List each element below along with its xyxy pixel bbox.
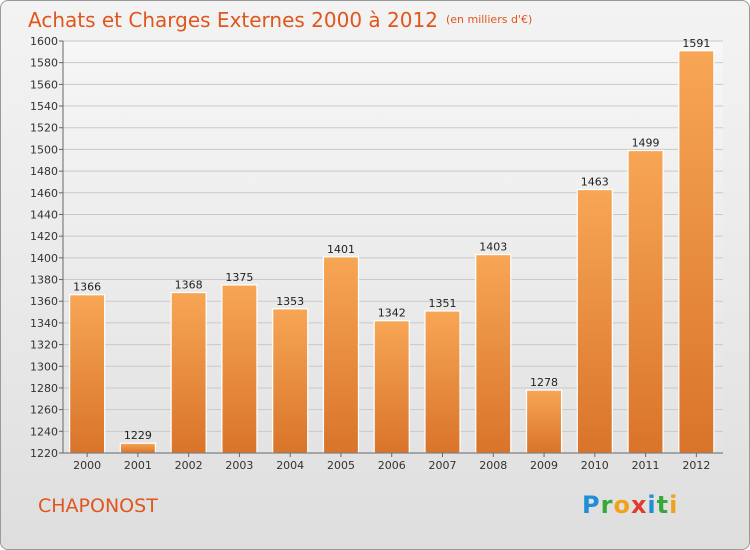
- y-tick-label: 1300: [30, 360, 58, 373]
- x-tick-label: 2004: [276, 459, 304, 472]
- bar-2010: [576, 188, 613, 454]
- bar-2000: [68, 294, 106, 454]
- bar-2012: [678, 50, 715, 454]
- bar-value-label: 1368: [175, 279, 203, 292]
- bar-2008: [475, 253, 512, 454]
- chart-title: Achats et Charges Externes 2000 à 2012 (e…: [28, 8, 532, 32]
- bar-2004: [272, 308, 309, 454]
- proxiti-logo: Proxiti: [582, 491, 678, 519]
- y-tick-label: 1340: [30, 317, 58, 330]
- bar-value-label: 1366: [73, 281, 101, 294]
- y-tick-label: 1520: [30, 122, 58, 135]
- x-tick-label: 2010: [581, 459, 609, 472]
- bars: 1366 1229 1368 1375 1353 1401 1342 1351 1403 1278…: [68, 37, 715, 454]
- logo-letter: i: [647, 491, 657, 519]
- x-tick-label: 2006: [378, 459, 406, 472]
- logo-letter: x: [630, 491, 648, 519]
- y-tick-label: 1540: [30, 100, 58, 113]
- y-tick-label: 1600: [30, 35, 58, 48]
- place-name: CHAPONOST: [38, 495, 158, 517]
- logo-letter: i: [669, 491, 679, 519]
- bar-value-label: 1342: [378, 307, 406, 320]
- logo-letter: P: [582, 491, 601, 519]
- bar-2009: [525, 389, 563, 454]
- bar-value-label: 1278: [530, 376, 558, 389]
- y-tick-label: 1460: [30, 187, 58, 200]
- x-tick-label: 2002: [175, 459, 203, 472]
- y-tick-label: 1420: [30, 230, 58, 243]
- bar-2002: [170, 291, 207, 454]
- chart-unit: (en milliers d'€): [445, 13, 533, 26]
- x-tick-label: 2000: [73, 459, 101, 472]
- bar-value-label: 1351: [429, 297, 457, 310]
- y-tick-label: 1280: [30, 382, 58, 395]
- bar-value-label: 1591: [682, 37, 710, 50]
- x-tick-label: 2012: [682, 459, 710, 472]
- bar-value-label: 1353: [276, 295, 304, 308]
- y-tick-label: 1480: [30, 165, 58, 178]
- bar-2005: [322, 256, 360, 454]
- x-tick-label: 2009: [530, 459, 558, 472]
- x-tick-label: 2001: [124, 459, 152, 472]
- bar-value-label: 1229: [124, 429, 152, 442]
- y-tick-label: 1360: [30, 295, 58, 308]
- x-tick-label: 2003: [225, 459, 253, 472]
- y-tick-label: 1240: [30, 425, 58, 438]
- logo-letter: t: [656, 491, 670, 519]
- bar-value-label: 1403: [479, 241, 507, 254]
- logo-letter: r: [600, 491, 614, 519]
- x-tick-label: 2011: [632, 459, 660, 472]
- y-tick-label: 1560: [30, 78, 58, 91]
- bar-2003: [221, 284, 258, 454]
- y-tick-label: 1440: [30, 208, 58, 221]
- y-tick-label: 1320: [30, 339, 58, 352]
- bar-value-label: 1401: [327, 243, 355, 256]
- y-tick-label: 1380: [30, 274, 58, 287]
- x-tick-label: 2005: [327, 459, 355, 472]
- bar-2001: [119, 442, 157, 454]
- x-tick-label: 2008: [479, 459, 507, 472]
- x-tick-label: 2007: [429, 459, 457, 472]
- bar-2007: [424, 310, 461, 454]
- bar-value-label: 1499: [632, 137, 660, 150]
- chart-title-text: Achats et Charges Externes 2000 à 2012: [28, 8, 438, 32]
- y-tick-label: 1220: [30, 447, 58, 460]
- bar-2006: [373, 320, 410, 454]
- axes: 1220 1240 1260 1280 1300 1320 1340 1360 1380 1400…: [30, 35, 723, 472]
- y-tick-label: 1400: [30, 252, 58, 265]
- bar-value-label: 1375: [225, 271, 253, 284]
- bar-value-label: 1463: [581, 176, 609, 189]
- y-tick-label: 1260: [30, 404, 58, 417]
- y-tick-label: 1500: [30, 143, 58, 156]
- bar-2011: [627, 149, 664, 454]
- y-tick-label: 1580: [30, 57, 58, 70]
- logo-letter: o: [613, 491, 631, 519]
